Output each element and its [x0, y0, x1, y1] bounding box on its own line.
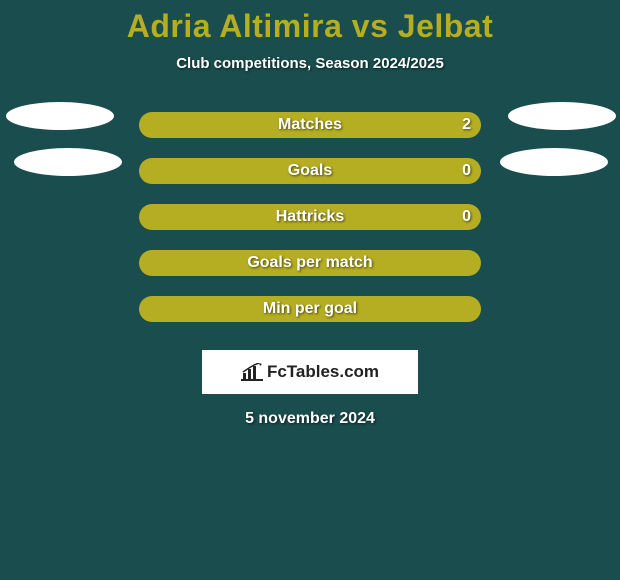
page-title: Adria Altimira vs Jelbat: [0, 0, 620, 45]
stat-row: Hattricks 0: [0, 194, 620, 240]
date-label: 5 november 2024: [0, 410, 620, 428]
stat-bar: Goals 0: [139, 158, 481, 184]
stat-bar: Min per goal: [139, 296, 481, 322]
stat-right-value: 0: [462, 158, 471, 184]
stats-area: Matches 2 Goals 0 Hattricks 0 Goals per …: [0, 102, 620, 332]
stat-row: Matches 2: [0, 102, 620, 148]
stat-row: Goals 0: [0, 148, 620, 194]
stat-bar: Goals per match: [139, 250, 481, 276]
chart-icon: [241, 363, 263, 381]
stat-label: Matches: [139, 112, 481, 138]
logo: FcTables.com: [241, 362, 379, 382]
stat-label: Goals per match: [139, 250, 481, 276]
stat-label: Hattricks: [139, 204, 481, 230]
comparison-card: Adria Altimira vs Jelbat Club competitio…: [0, 0, 620, 580]
stat-label: Min per goal: [139, 296, 481, 322]
stat-right-value: 0: [462, 204, 471, 230]
stat-bar: Hattricks 0: [139, 204, 481, 230]
logo-box: FcTables.com: [202, 350, 418, 394]
subtitle: Club competitions, Season 2024/2025: [0, 55, 620, 72]
stat-row: Min per goal: [0, 286, 620, 332]
stat-label: Goals: [139, 158, 481, 184]
stat-bar: Matches 2: [139, 112, 481, 138]
logo-text: FcTables.com: [267, 362, 379, 382]
stat-row: Goals per match: [0, 240, 620, 286]
stat-right-value: 2: [462, 112, 471, 138]
